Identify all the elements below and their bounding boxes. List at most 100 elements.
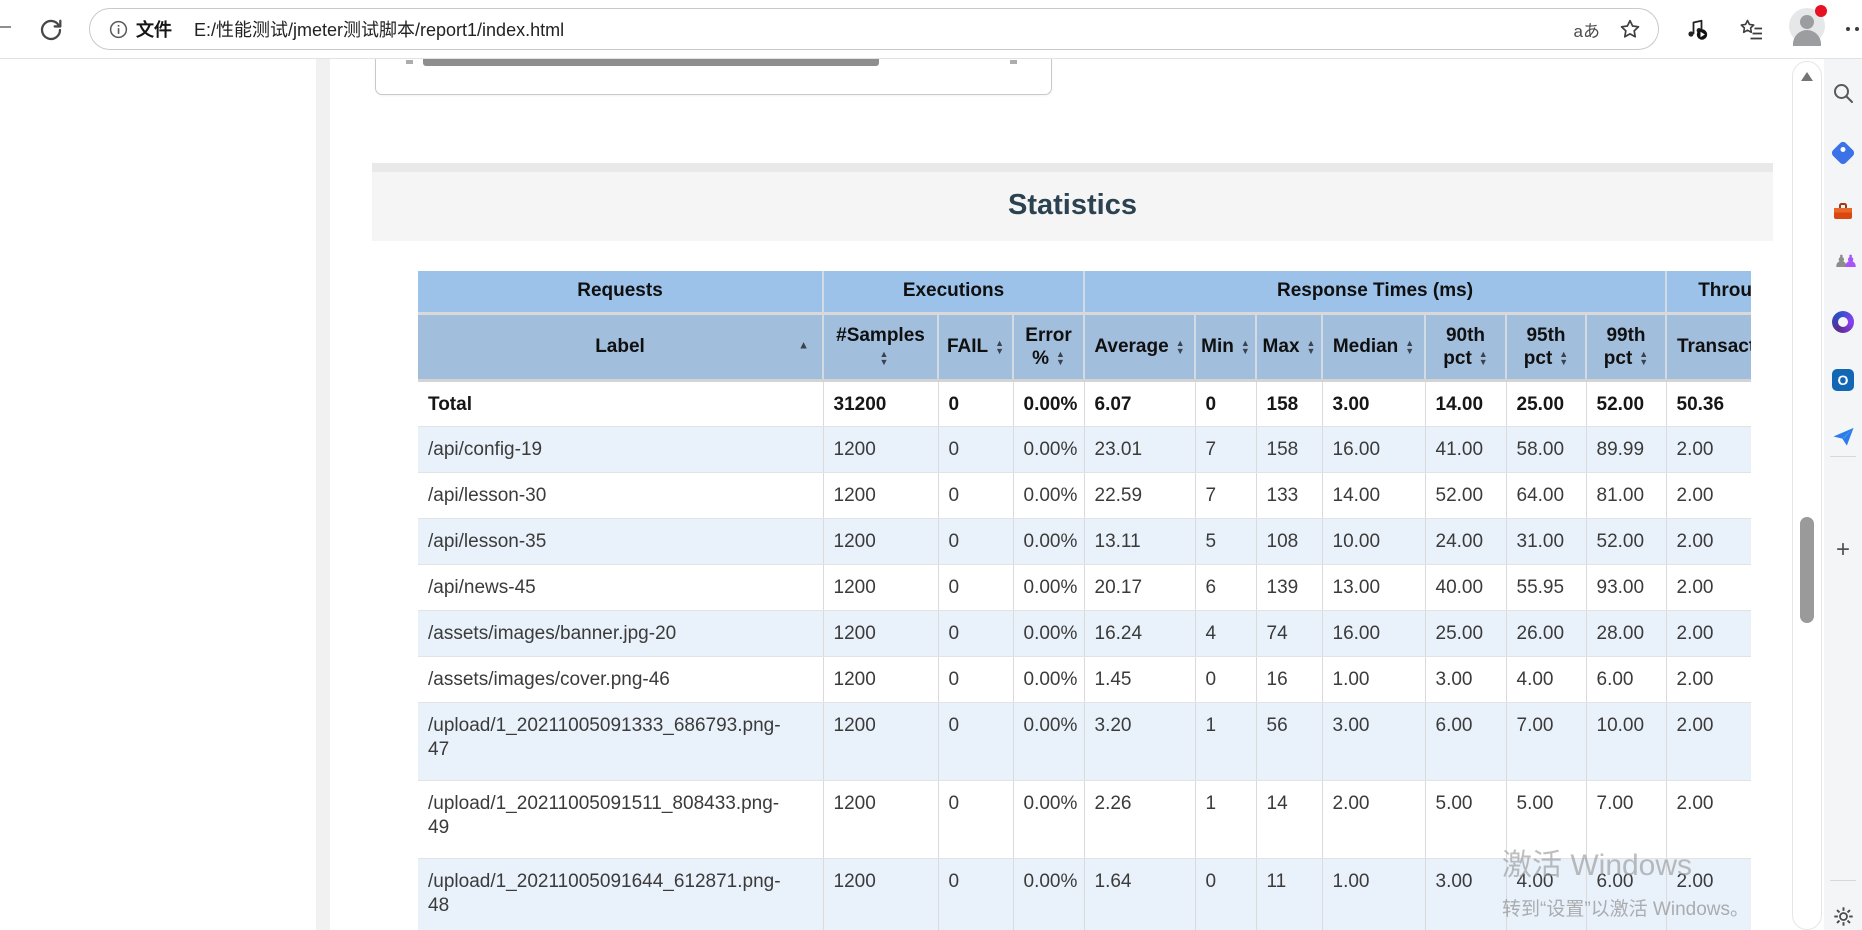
info-icon[interactable] <box>109 20 128 39</box>
cell-average: 6.07 <box>1083 380 1195 427</box>
refresh-icon[interactable] <box>38 17 64 43</box>
sort-icon[interactable]: ▲ ▼ <box>1055 349 1065 368</box>
column-header-transactions-s[interactable]: Transactions/s▲▼ <box>1665 313 1751 382</box>
cell-95th-pct: 26.00 <box>1505 610 1586 657</box>
sort-icon[interactable]: ▲ ▼ <box>1306 337 1316 356</box>
cell-99th-pct: 6.00 <box>1585 656 1666 703</box>
favorite-star-icon[interactable] <box>1618 17 1642 41</box>
group-header-response-times-ms: Response Times (ms) <box>1083 271 1666 315</box>
notification-dot <box>1815 5 1827 17</box>
column-header-label[interactable]: Label ▲ <box>418 313 823 382</box>
column-header-fail[interactable]: FAIL ▲ ▼ <box>937 313 1013 382</box>
cell-transactions-s: 2.00 <box>1665 780 1751 859</box>
sort-icon[interactable]: ▲ ▼ <box>879 349 889 368</box>
column-header-99th-pct[interactable]: 99th pct ▲ ▼ <box>1585 313 1666 382</box>
back-button-partial[interactable] <box>0 26 11 28</box>
sort-asc-icon[interactable]: ▲ <box>798 338 809 351</box>
cell-label: /assets/images/cover.png-46 <box>418 656 823 703</box>
translate-icon[interactable]: aあ <box>1573 21 1600 41</box>
column-header-samples[interactable]: #Samples ▲ ▼ <box>822 313 938 382</box>
profile-avatar[interactable] <box>1789 5 1827 46</box>
cell-99th-pct: 7.00 <box>1585 780 1666 859</box>
sidebar-edge-band <box>316 58 330 930</box>
sort-icon[interactable]: ▲ ▼ <box>1478 349 1488 368</box>
collections-icon[interactable] <box>1738 15 1766 43</box>
cell-max: 74 <box>1255 610 1322 657</box>
cell-average: 16.24 <box>1083 610 1195 657</box>
column-header-average[interactable]: Average ▲ ▼ <box>1083 313 1195 382</box>
page-scrollbar[interactable] <box>1792 61 1822 930</box>
cell-samples: 1200 <box>822 610 938 657</box>
cell-label: /assets/images/banner.jpg-20 <box>418 610 823 657</box>
media-controls-icon[interactable] <box>1683 15 1711 43</box>
scrollbar-thumb[interactable] <box>1800 517 1814 623</box>
cell-95th-pct: 31.00 <box>1505 518 1586 565</box>
table-row: /api/config-19 1200 0 0.00% 23.01 7 158 16.00 41… <box>418 426 1751 473</box>
text-input-partial[interactable] <box>423 58 879 66</box>
search-icon[interactable] <box>1831 81 1855 105</box>
table-row: /upload/1_20211005091644_612871.png-48 12… <box>418 858 1751 930</box>
table-row: /upload/1_20211005091511_808433.png-49 12… <box>418 780 1751 859</box>
scroll-up-icon[interactable] <box>1801 72 1813 81</box>
sort-icon[interactable]: ▲ ▼ <box>1405 337 1415 356</box>
column-header-min[interactable]: Min ▲ ▼ <box>1194 313 1256 382</box>
games-icon[interactable]: ♟♟ <box>1833 252 1859 271</box>
column-header-95th-pct[interactable]: 95th pct ▲ ▼ <box>1505 313 1586 382</box>
sort-icon[interactable]: ▲ ▼ <box>1240 337 1250 356</box>
cell-min: 1 <box>1194 702 1256 781</box>
column-header-90th-pct[interactable]: 90th pct ▲ ▼ <box>1424 313 1506 382</box>
address-bar[interactable]: 文件 E:/性能测试/jmeter测试脚本/report1/index.html… <box>89 8 1659 50</box>
statistics-table-container[interactable]: Requests Executions Response Times (ms) Thr… <box>418 271 1751 930</box>
cell-fail: 0 <box>937 426 1013 473</box>
cell-transactions-s: 2.00 <box>1665 610 1751 657</box>
cell-error: 0.00% <box>1012 702 1084 781</box>
gear-icon[interactable] <box>1831 904 1855 928</box>
table-row: /upload/1_20211005091333_686793.png-47 12… <box>418 702 1751 781</box>
cell-median: 16.00 <box>1321 610 1425 657</box>
cell-median: 1.00 <box>1321 858 1425 930</box>
add-icon[interactable]: + <box>1835 536 1850 563</box>
shopping-tag-icon[interactable] <box>1830 140 1856 166</box>
column-header-max[interactable]: Max ▲ ▼ <box>1255 313 1322 382</box>
cell-90th-pct: 6.00 <box>1424 702 1506 781</box>
statistics-panel-heading: Statistics <box>372 163 1773 241</box>
cell-median: 1.00 <box>1321 656 1425 703</box>
cell-99th-pct: 89.99 <box>1585 426 1666 473</box>
sort-icon[interactable]: ▲ ▼ <box>1559 349 1569 368</box>
cell-samples: 31200 <box>822 380 938 427</box>
settings-menu-icon[interactable] <box>1846 27 1859 31</box>
cell-average: 22.59 <box>1083 472 1195 519</box>
cell-99th-pct: 52.00 <box>1585 518 1666 565</box>
cell-max: 16 <box>1255 656 1322 703</box>
cell-label: Total <box>418 380 823 427</box>
column-header-error[interactable]: Error % ▲ ▼ <box>1012 313 1084 382</box>
sort-icon[interactable]: ▲ ▼ <box>1639 349 1649 368</box>
browser-toolbar: 文件 E:/性能测试/jmeter测试脚本/report1/index.html… <box>0 0 1862 59</box>
cell-transactions-s: 2.00 <box>1665 518 1751 565</box>
cell-error: 0.00% <box>1012 656 1084 703</box>
sort-icon[interactable]: ▲ ▼ <box>1175 337 1185 356</box>
toolbox-icon[interactable] <box>1831 199 1855 223</box>
group-header-requests: Requests <box>418 271 823 315</box>
cell-error: 0.00% <box>1012 472 1084 519</box>
cell-label: /upload/1_20211005091333_686793.png-47 <box>418 702 823 781</box>
column-header-median[interactable]: Median ▲ ▼ <box>1321 313 1425 382</box>
outlook-icon[interactable]: O <box>1831 368 1855 392</box>
url-text[interactable]: E:/性能测试/jmeter测试脚本/report1/index.html <box>194 20 565 40</box>
cell-median: 3.00 <box>1321 380 1425 427</box>
table-row: Total 31200 0 0.00% 6.07 0 158 3.00 14.00 25.00 52… <box>418 380 1751 427</box>
cell-median: 13.00 <box>1321 564 1425 611</box>
sort-icon[interactable]: ▲ ▼ <box>995 337 1005 356</box>
cell-max: 158 <box>1255 380 1322 427</box>
clipped-filter-widget <box>375 58 1052 95</box>
cell-90th-pct: 5.00 <box>1424 780 1506 859</box>
cell-label: /upload/1_20211005091511_808433.png-49 <box>418 780 823 859</box>
send-plane-icon[interactable] <box>1831 424 1855 448</box>
microsoft-365-icon[interactable] <box>1831 310 1855 334</box>
cell-transactions-s: 2.00 <box>1665 426 1751 473</box>
cell-90th-pct: 40.00 <box>1424 564 1506 611</box>
cell-max: 139 <box>1255 564 1322 611</box>
cell-min: 7 <box>1194 426 1256 473</box>
cell-error: 0.00% <box>1012 426 1084 473</box>
cell-99th-pct: 93.00 <box>1585 564 1666 611</box>
